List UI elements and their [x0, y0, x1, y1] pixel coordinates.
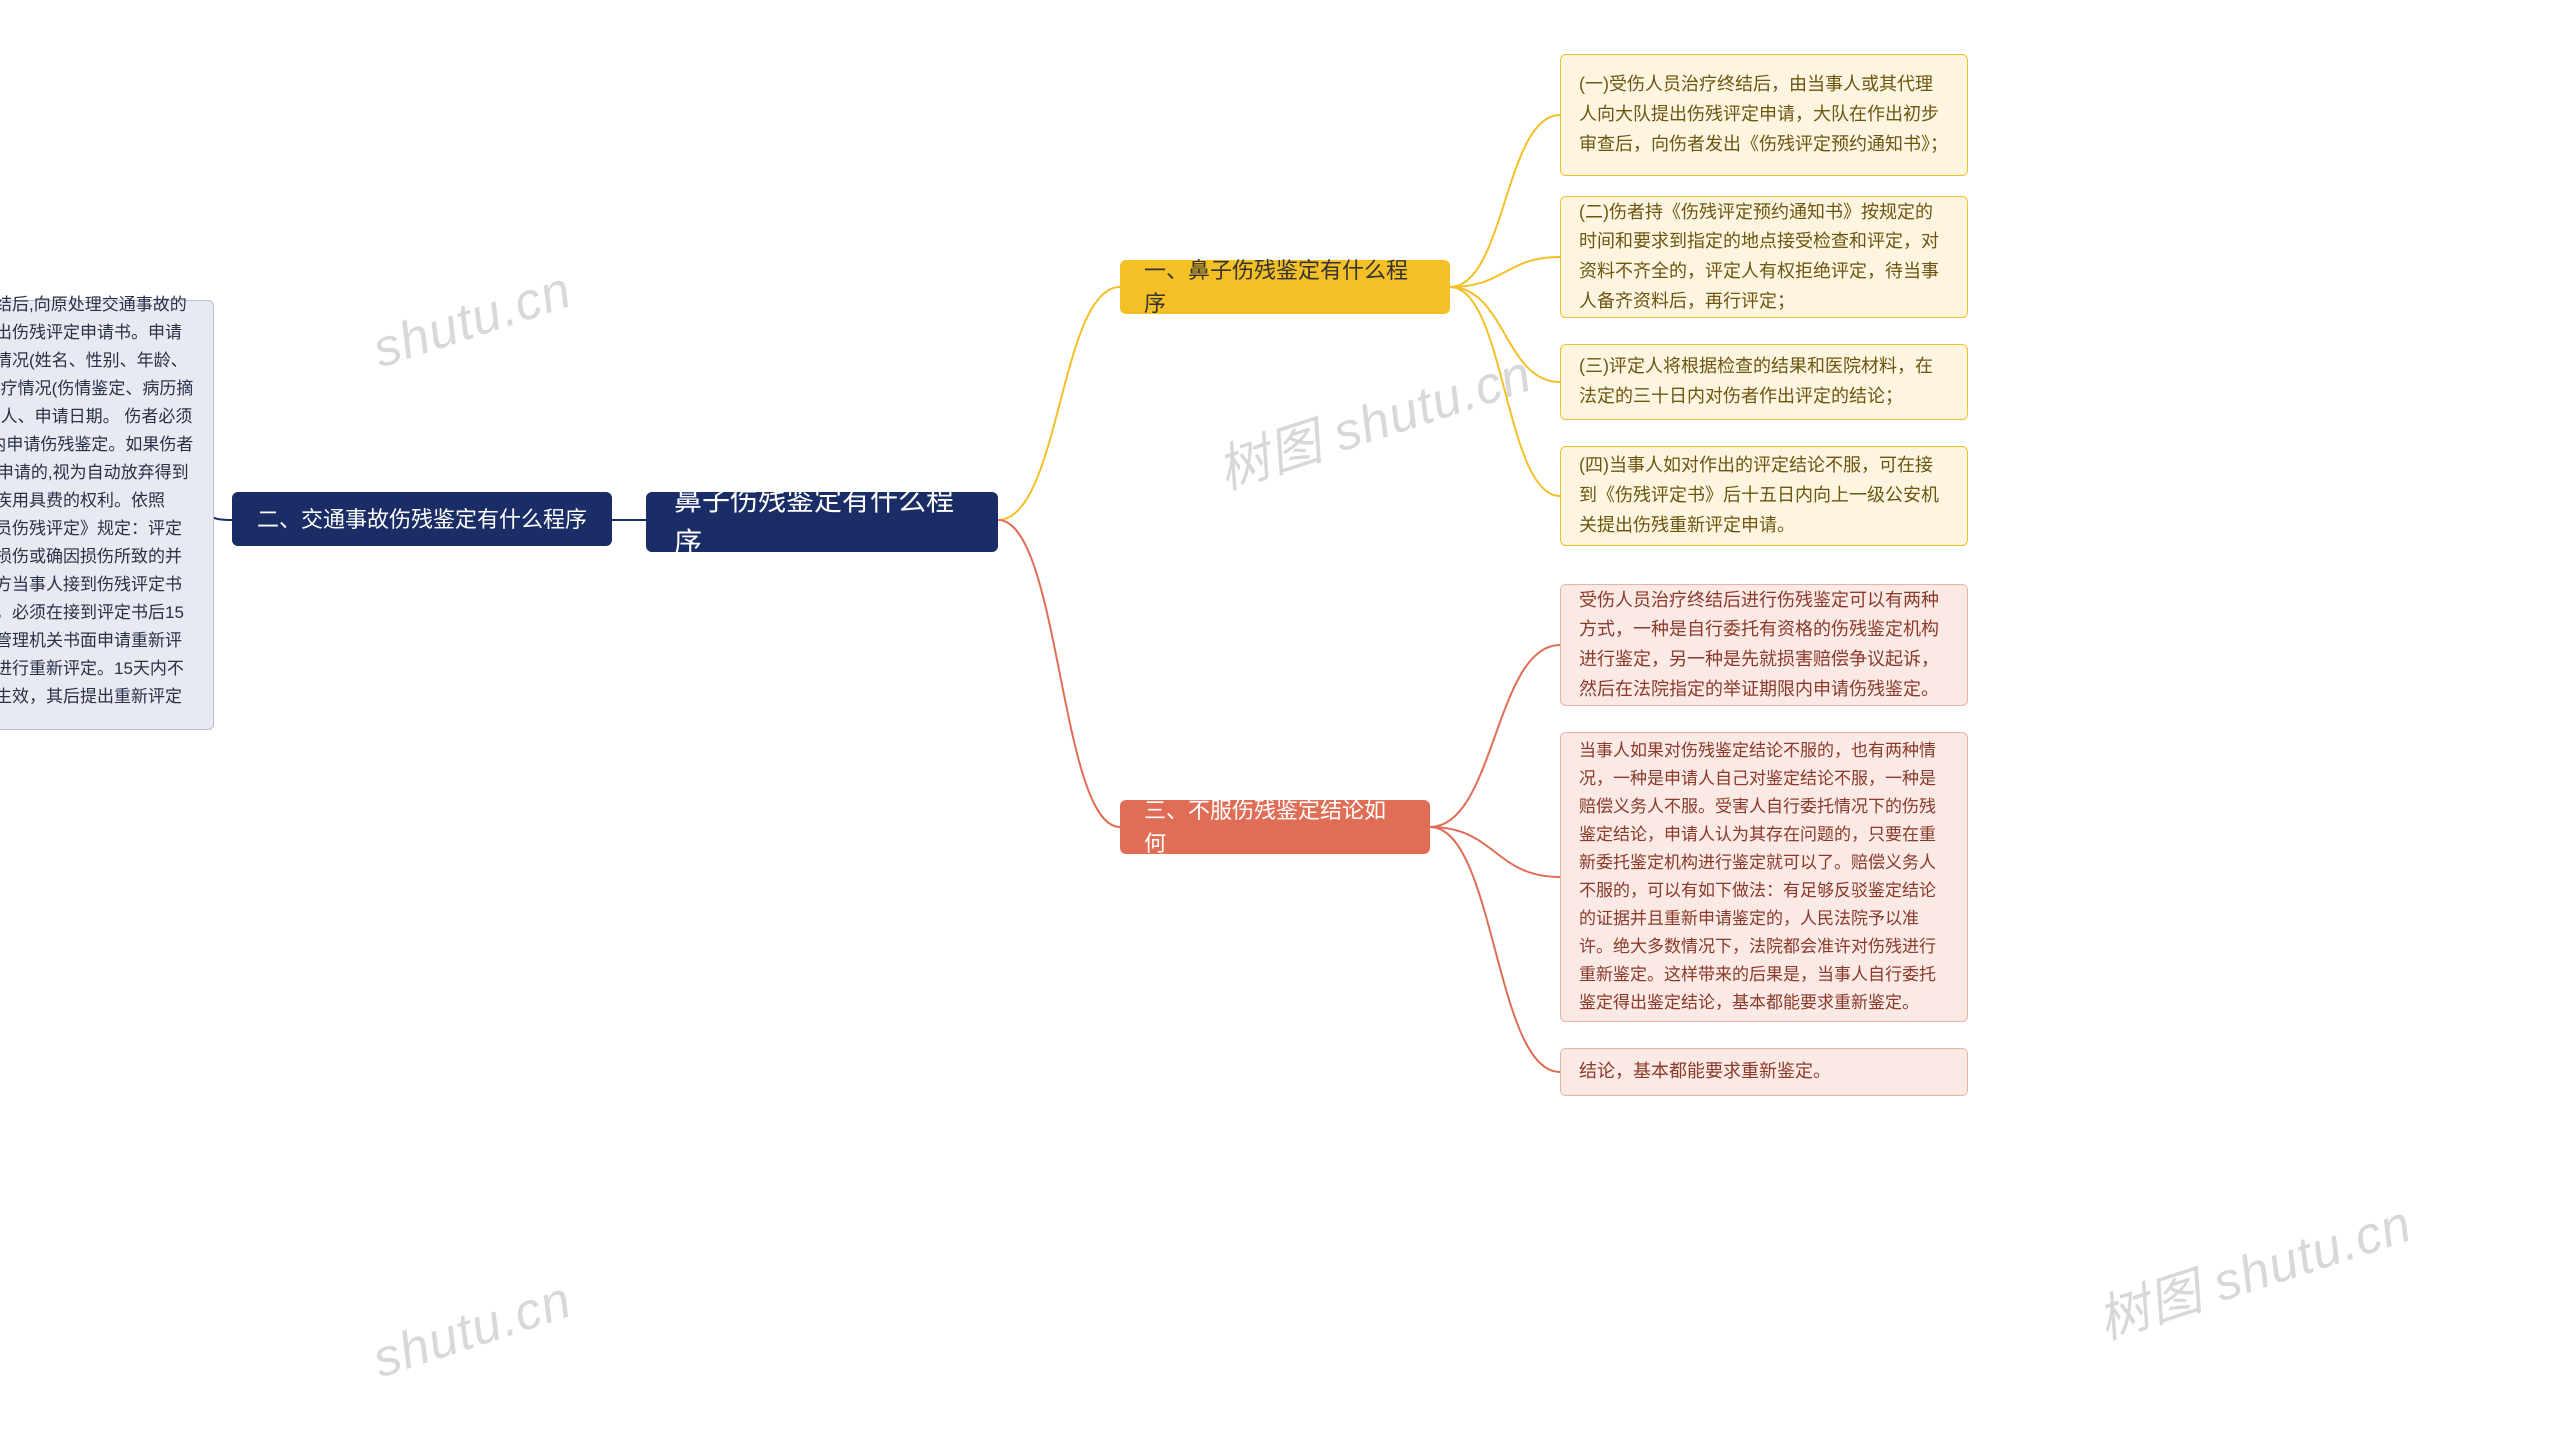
- watermark: shutu.cn: [366, 1270, 579, 1390]
- leaf-node[interactable]: 当事人如果对伤残鉴定结论不服的，也有两种情况，一种是申请人自己对鉴定结论不服，一…: [1560, 732, 1968, 1022]
- center-label: 鼻子伤残鉴定有什么程序: [674, 480, 970, 564]
- leaf-text: 交通事故当事人治疗终结后,向原处理交通事故的公安交通管理机关，写出伤残评定申请书…: [0, 291, 195, 740]
- leaf-text: (二)伤者持《伤残评定预约通知书》按规定的时间和要求到指定的地点接受检查和评定，…: [1579, 198, 1949, 317]
- leaf-node[interactable]: 结论，基本都能要求重新鉴定。: [1560, 1048, 1968, 1096]
- leaf-node[interactable]: 交通事故当事人治疗终结后,向原处理交通事故的公安交通管理机关，写出伤残评定申请书…: [0, 300, 214, 730]
- leaf-text: 当事人如果对伤残鉴定结论不服的，也有两种情况，一种是申请人自己对鉴定结论不服，一…: [1579, 737, 1949, 1017]
- watermark: 树图 shutu.cn: [2086, 1181, 2419, 1353]
- watermark: shutu.cn: [366, 260, 579, 380]
- leaf-text: (四)当事人如对作出的评定结论不服，可在接到《伤残评定书》后十五日内向上一级公安…: [1579, 451, 1949, 540]
- branch-node-3[interactable]: 三、不服伤残鉴定结论如何: [1120, 800, 1430, 854]
- leaf-node[interactable]: (一)受伤人员治疗终结后，由当事人或其代理人向大队提出伤残评定申请，大队在作出初…: [1560, 54, 1968, 176]
- branch-label: 二、交通事故伤残鉴定有什么程序: [257, 503, 587, 536]
- mindmap-connectors: [0, 0, 2560, 1436]
- branch-label: 三、不服伤残鉴定结论如何: [1144, 794, 1406, 860]
- leaf-text: (三)评定人将根据检查的结果和医院材料，在法定的三十日内对伤者作出评定的结论；: [1579, 352, 1949, 411]
- watermark: 树图 shutu.cn: [1206, 331, 1539, 503]
- leaf-text: 受伤人员治疗终结后进行伤残鉴定可以有两种方式，一种是自行委托有资格的伤残鉴定机构…: [1579, 586, 1949, 705]
- branch-node-2[interactable]: 二、交通事故伤残鉴定有什么程序: [232, 492, 612, 546]
- leaf-text: (一)受伤人员治疗终结后，由当事人或其代理人向大队提出伤残评定申请，大队在作出初…: [1579, 70, 1949, 159]
- branch-label: 一、鼻子伤残鉴定有什么程序: [1144, 254, 1426, 320]
- leaf-node[interactable]: (四)当事人如对作出的评定结论不服，可在接到《伤残评定书》后十五日内向上一级公安…: [1560, 446, 1968, 546]
- leaf-text: 结论，基本都能要求重新鉴定。: [1579, 1057, 1831, 1087]
- leaf-node[interactable]: 受伤人员治疗终结后进行伤残鉴定可以有两种方式，一种是自行委托有资格的伤残鉴定机构…: [1560, 584, 1968, 706]
- leaf-node[interactable]: (二)伤者持《伤残评定预约通知书》按规定的时间和要求到指定的地点接受检查和评定，…: [1560, 196, 1968, 318]
- mindmap-center[interactable]: 鼻子伤残鉴定有什么程序: [646, 492, 998, 552]
- leaf-node[interactable]: (三)评定人将根据检查的结果和医院材料，在法定的三十日内对伤者作出评定的结论；: [1560, 344, 1968, 420]
- branch-node-1[interactable]: 一、鼻子伤残鉴定有什么程序: [1120, 260, 1450, 314]
